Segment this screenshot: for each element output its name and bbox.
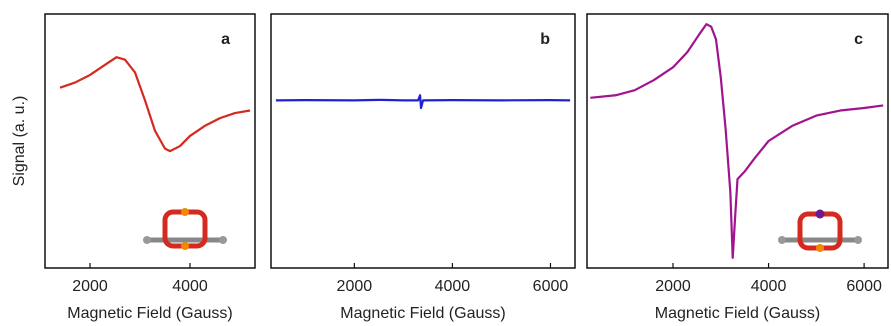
x-tick-label: 6000 [533, 278, 569, 295]
x-tick-label: 4000 [751, 278, 787, 295]
plot-frame [271, 14, 575, 268]
x-axis-label: Magnetic Field (Gauss) [340, 305, 505, 322]
x-axis-label: Magnetic Field (Gauss) [655, 305, 820, 322]
plot-frame [45, 14, 255, 268]
panel-label: c [854, 31, 863, 48]
molecule-icon [778, 210, 862, 253]
y-axis-label: Signal (a. u.) [11, 96, 28, 187]
x-tick-label: 4000 [172, 278, 208, 295]
panel-label: a [221, 31, 230, 48]
x-tick-label: 2000 [337, 278, 373, 295]
plot-frame [587, 14, 888, 268]
x-tick-label: 4000 [435, 278, 471, 295]
figure: Signal (a. u.) 2000 4000 Magnetic Field (G… [0, 0, 891, 326]
panel-label: b [540, 31, 550, 48]
data-line [276, 95, 570, 108]
x-tick-label: 2000 [655, 278, 691, 295]
molecule-icon [143, 208, 227, 250]
x-tick-label: 6000 [846, 278, 882, 295]
x-axis-label: Magnetic Field (Gauss) [67, 305, 232, 322]
data-line [60, 57, 250, 151]
x-tick-label: 2000 [72, 278, 108, 295]
